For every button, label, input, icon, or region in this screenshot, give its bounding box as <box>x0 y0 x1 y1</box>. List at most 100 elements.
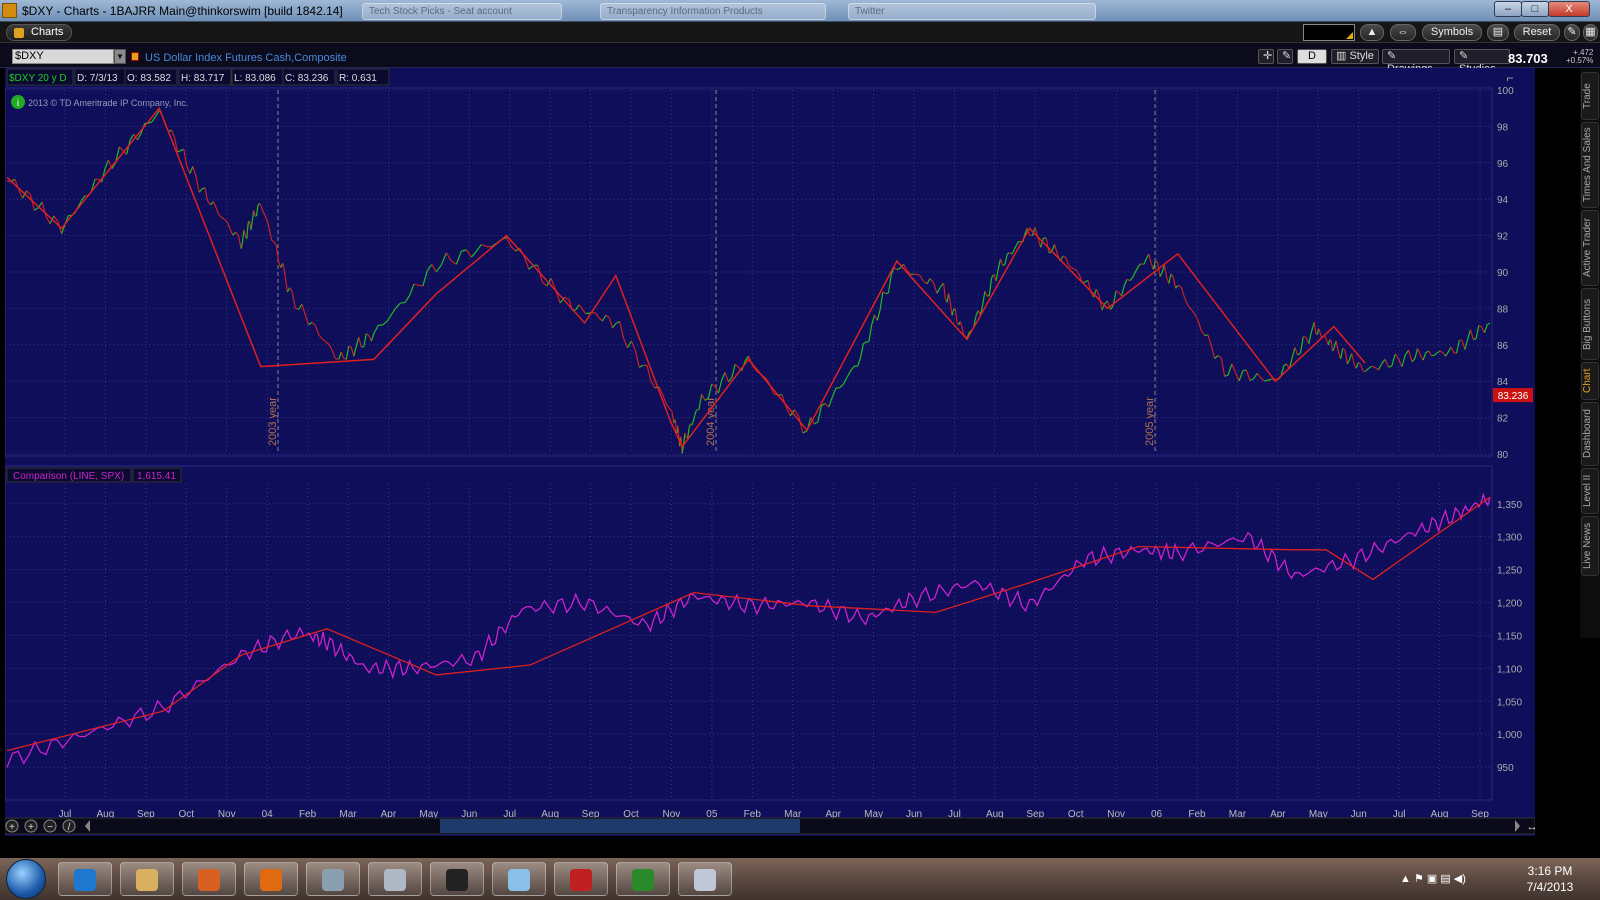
zoom-in-2-icon[interactable]: + <box>24 819 38 833</box>
zoom-in-icon[interactable]: + <box>5 819 19 833</box>
price-segment <box>1163 264 1168 278</box>
wrench-icon: ✎ <box>1282 50 1292 62</box>
price-segment <box>1231 363 1237 373</box>
close-button[interactable]: X <box>1548 1 1590 17</box>
minimize-button[interactable]: – <box>1494 1 1522 17</box>
price-segment <box>698 401 701 411</box>
chart-canvas[interactable]: $DXY 20 y D D: 7/3/13 O: 83.582 H: 83.717 L:… <box>4 68 1538 836</box>
price-segment <box>224 218 228 223</box>
notes-icon[interactable] <box>492 862 546 896</box>
style-button[interactable]: ▥ Style <box>1331 49 1379 64</box>
color-swatch[interactable] <box>1303 24 1355 41</box>
filing-icon[interactable] <box>306 862 360 896</box>
chart-area[interactable]: $DXY 20 y D D: 7/3/13 O: 83.582 H: 83.717 L:… <box>4 68 1538 836</box>
price-segment <box>155 110 160 117</box>
price-segment <box>192 166 197 177</box>
calculator-icon[interactable] <box>368 862 422 896</box>
price-segment <box>658 386 664 395</box>
price-segment <box>210 201 214 206</box>
symbol-input[interactable]: $DXY <box>12 49 114 64</box>
tools-button[interactable]: ✎ <box>1277 49 1293 64</box>
price-segment <box>1428 350 1432 356</box>
price-segment <box>1002 263 1006 266</box>
zoom-out-icon[interactable]: − <box>43 819 57 833</box>
sidebar-tab-live-news[interactable]: Live News <box>1581 516 1599 576</box>
price-segment <box>923 281 928 285</box>
clock-time[interactable]: 3:16 PM <box>1527 864 1573 878</box>
pdf-reader-icon[interactable] <box>554 862 608 896</box>
background-tab-1[interactable]: Tech Stock Picks - Seat account <box>362 3 562 20</box>
price-segment <box>687 427 690 439</box>
price-segment <box>386 313 393 322</box>
symbol-dropdown[interactable]: ▼ <box>114 49 126 64</box>
file-explorer-icon[interactable] <box>120 862 174 896</box>
ohlc-range: R: 0.631 <box>339 73 377 84</box>
price-segment <box>1242 369 1247 372</box>
reset-button[interactable]: Reset <box>1514 24 1560 41</box>
y-tick-lower: 1,050 <box>1497 697 1522 708</box>
clock-date[interactable]: 7/4/2013 <box>1526 880 1574 894</box>
sidebar-tab-dashboard[interactable]: Dashboard <box>1581 402 1599 466</box>
dxy-price-series <box>6 110 1491 454</box>
price-segment <box>1299 336 1304 354</box>
price-segment <box>1313 322 1317 334</box>
price-segment <box>948 293 951 303</box>
sidebar-tab-trade[interactable]: Trade <box>1581 72 1599 120</box>
price-segment <box>731 364 736 378</box>
sidebar-tab-chart[interactable]: Chart <box>1581 362 1599 400</box>
price-segment <box>246 223 249 239</box>
thinkorswim-icon[interactable] <box>616 862 670 896</box>
symbols-button[interactable]: Symbols <box>1422 24 1482 41</box>
price-segment <box>1210 345 1216 359</box>
price-segment <box>727 377 733 383</box>
ohlc-open: O: 83.582 <box>127 73 171 84</box>
maximize-button[interactable]: □ <box>1521 1 1549 17</box>
sidebar-tab-active-trader[interactable]: Active Trader <box>1581 210 1599 286</box>
price-segment <box>863 341 867 345</box>
price-segment <box>650 380 656 389</box>
price-segment <box>1401 354 1406 368</box>
steam-icon[interactable] <box>430 862 484 896</box>
price-segment <box>413 283 419 286</box>
y-tick-upper: 90 <box>1497 268 1509 279</box>
studies-button[interactable]: ✎ Studies <box>1454 49 1510 75</box>
main-toolbar: Charts ▲ ⇔ Symbols ▤ Reset ✎ ▦ <box>0 22 1600 43</box>
price-segment <box>707 383 713 399</box>
drawings-button[interactable]: ✎ Drawings <box>1382 49 1450 75</box>
layout-button[interactable]: ▦ <box>1583 24 1598 41</box>
price-segment <box>949 302 953 316</box>
period-button[interactable]: D <box>1297 49 1327 64</box>
sidebar-tab-big-buttons[interactable]: Big Buttons <box>1581 288 1599 360</box>
print-button[interactable]: ▤ <box>1487 24 1509 41</box>
scroll-right-icon <box>1515 820 1520 832</box>
firefox-icon[interactable] <box>244 862 298 896</box>
tray-icons[interactable]: ▲ ⚑ ▣ ▤ ◀) <box>1400 873 1466 885</box>
pin-button[interactable]: ✎ <box>1564 24 1580 41</box>
background-tab-2[interactable]: Transparency Information Products <box>600 3 826 20</box>
price-segment <box>481 243 487 248</box>
sidebar-tab-level-ii[interactable]: Level II <box>1581 468 1599 514</box>
price-segment <box>677 425 680 437</box>
price-segment <box>550 278 557 291</box>
crosshair-button[interactable]: ✛ <box>1258 49 1274 64</box>
background-tab-3[interactable]: Twitter <box>848 3 1096 20</box>
price-segment <box>906 269 911 275</box>
x-tick-label: Nov <box>218 809 236 820</box>
start-button[interactable] <box>6 859 46 899</box>
paint-icon[interactable] <box>678 862 732 896</box>
price-segment <box>1238 370 1244 382</box>
media-player-icon[interactable] <box>182 862 236 896</box>
charts-tab[interactable]: Charts <box>6 24 72 41</box>
link-button[interactable]: ⇔ <box>1390 24 1416 41</box>
y-tick-upper: 86 <box>1497 341 1509 352</box>
price-segment <box>340 351 345 359</box>
draw-line-icon[interactable]: / <box>62 819 76 833</box>
sidebar-tab-times-and-sales[interactable]: Times And Sales <box>1581 122 1599 208</box>
internet-explorer-icon[interactable] <box>58 862 112 896</box>
price-segment <box>104 159 110 169</box>
alert-bell-button[interactable]: ▲ <box>1360 24 1384 41</box>
x-tick-label: Jul <box>503 809 516 820</box>
price-segment <box>1051 244 1056 252</box>
x-tick-label: 06 <box>1151 809 1163 820</box>
price-segment <box>1150 262 1154 270</box>
